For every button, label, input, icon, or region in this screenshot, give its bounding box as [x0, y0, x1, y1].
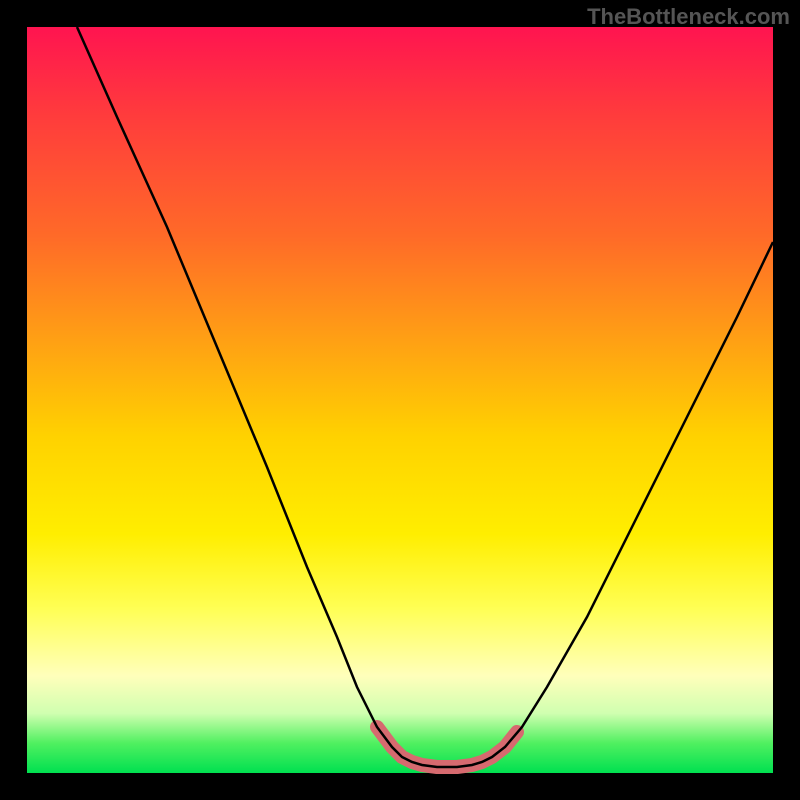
chart-frame: TheBottleneck.com	[0, 0, 800, 800]
plot-group	[77, 27, 773, 767]
watermark-text: TheBottleneck.com	[587, 4, 790, 30]
plot-svg	[0, 0, 800, 800]
bottleneck-highlight	[377, 727, 517, 767]
bottleneck-curve	[77, 27, 773, 767]
